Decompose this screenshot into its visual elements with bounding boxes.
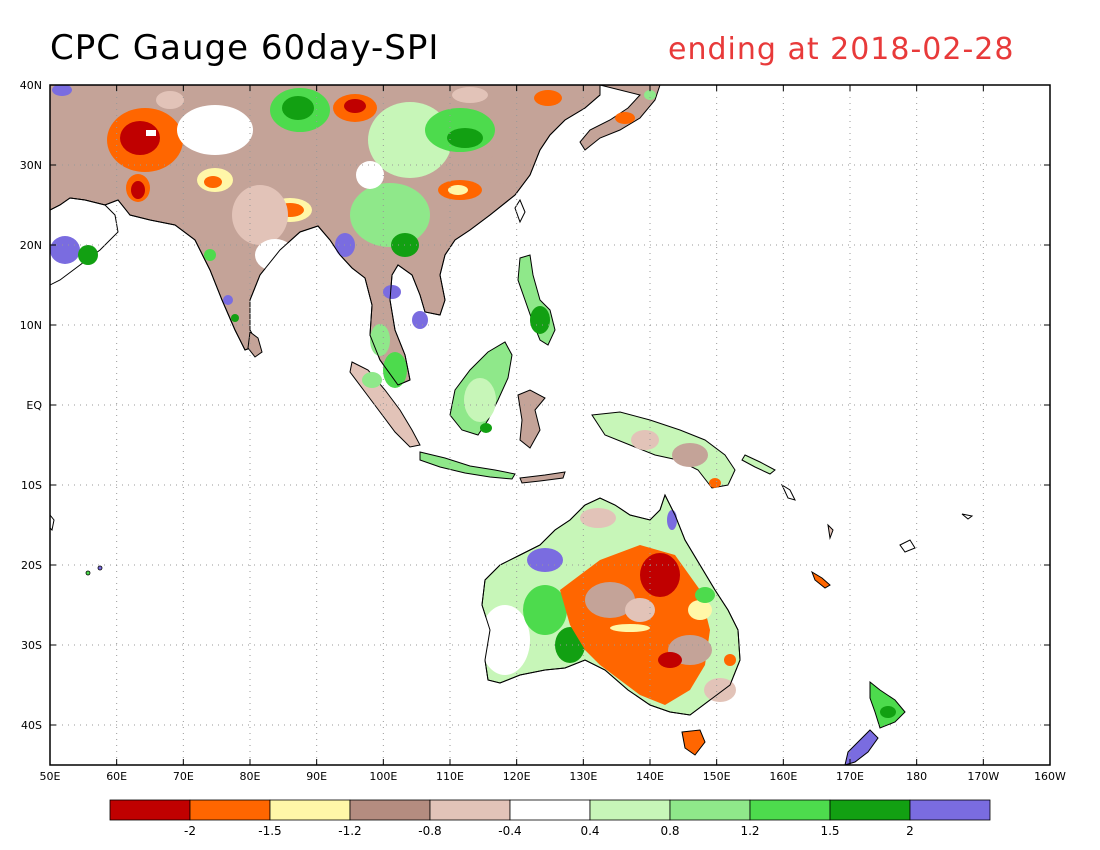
colorbar-label: 0.4 [580,824,599,838]
colorbar-swatch [670,800,750,820]
colorbar-swatch [270,800,350,820]
colorbar-swatch [350,800,430,820]
colorbar-swatch [190,800,270,820]
colorbar-label: -1.2 [338,824,361,838]
colorbar-label: 1.2 [740,824,759,838]
mascarene-island [86,571,90,575]
lat-tick-label: 30S [21,639,42,652]
colorbar-label: 1.5 [820,824,839,838]
reunion-island [98,566,102,570]
lon-tick-label: 80E [240,770,261,783]
colorbar-label: 2 [906,824,914,838]
spi-map: 50E 60E 70E 80E 90E 100E 110E 120E 130E 140E 150E 1… [0,0,1100,850]
lon-tick-label: 60E [106,770,127,783]
colorbar-label: -1.5 [258,824,281,838]
lon-tick-label: 160W [1034,770,1066,783]
colorbar-label: -0.8 [418,824,441,838]
colorbar-swatch [110,800,190,820]
colorbar-label: 0.8 [660,824,679,838]
lat-tick-label: 40S [21,719,42,732]
lat-tick-label: 20N [20,239,42,252]
lon-tick-label: 90E [306,770,327,783]
lat-tick-label: 10N [20,319,42,332]
lon-tick-label: 140E [636,770,664,783]
lon-tick-label: 180 [906,770,927,783]
lon-tick-label: 130E [569,770,597,783]
colorbar-swatch [510,800,590,820]
lon-tick-label: 150E [703,770,731,783]
colorbar-swatch [750,800,830,820]
spi-colorbar: -2 -1.5 -1.2 -0.8 -0.4 0.4 0.8 1.2 1.5 2 [110,800,990,838]
lon-tick-label: 110E [436,770,464,783]
colorbar-label: -0.4 [498,824,521,838]
lon-tick-label: 50E [40,770,61,783]
colorbar-label: -2 [184,824,196,838]
lat-tick-label: 10S [21,479,42,492]
lon-tick-label: 120E [503,770,531,783]
lat-tick-label: EQ [26,399,42,412]
colorbar-swatch [910,800,990,820]
lat-tick-label: 20S [21,559,42,572]
lon-tick-label: 100E [369,770,397,783]
lon-tick-label: 70E [173,770,194,783]
colorbar-swatch [590,800,670,820]
lat-tick-label: 30N [20,159,42,172]
lon-tick-label: 170E [836,770,864,783]
lon-tick-label: 170W [967,770,999,783]
colorbar-swatch [830,800,910,820]
colorbar-swatch [430,800,510,820]
lon-tick-label: 160E [769,770,797,783]
lat-tick-label: 40N [20,79,42,92]
